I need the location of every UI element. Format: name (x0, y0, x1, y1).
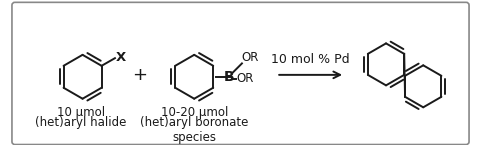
Text: 10-20 μmol: 10-20 μmol (160, 106, 228, 119)
Text: OR: OR (236, 72, 253, 85)
Text: 10 μmol: 10 μmol (57, 106, 105, 119)
Text: X: X (116, 51, 126, 64)
FancyBboxPatch shape (12, 2, 468, 145)
Text: OR: OR (240, 51, 258, 64)
Text: +: + (132, 66, 147, 84)
Text: (het)aryl halide: (het)aryl halide (35, 116, 126, 129)
Text: 10 mol % Pd: 10 mol % Pd (271, 53, 349, 66)
Text: (het)aryl boronate
species: (het)aryl boronate species (140, 116, 248, 144)
Text: B: B (224, 70, 234, 84)
